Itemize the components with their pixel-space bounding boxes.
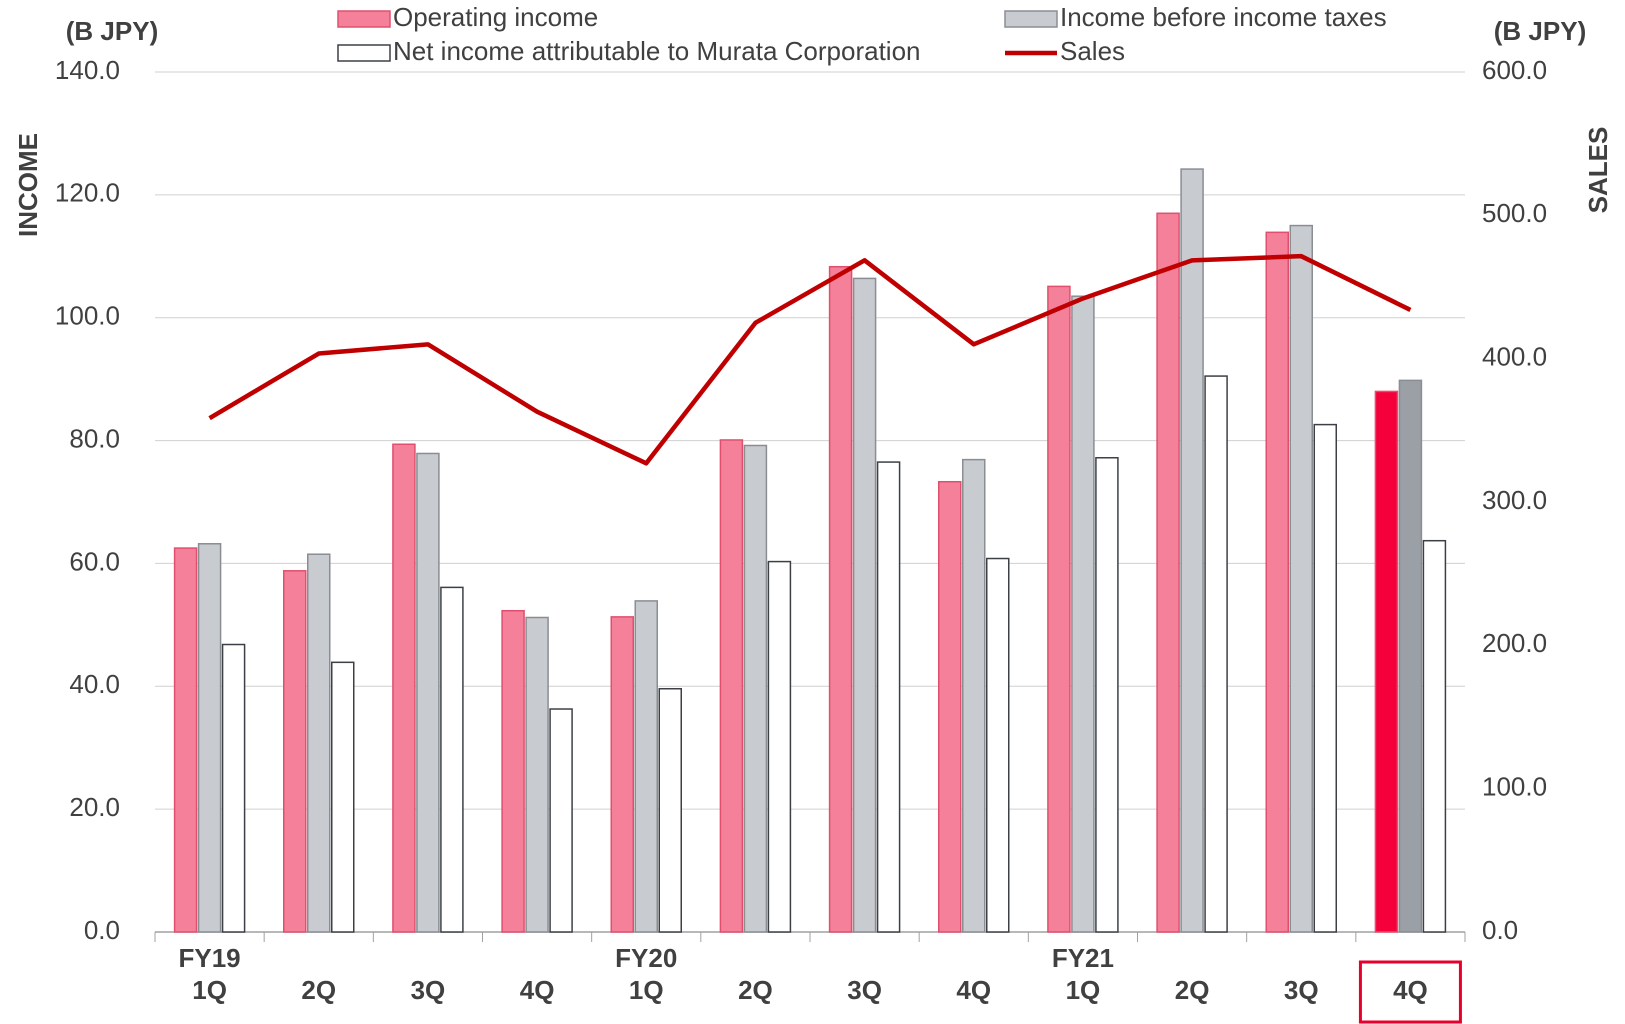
bar (1374, 390, 1399, 933)
bar (307, 553, 331, 933)
x-tick-label: 3Q (410, 975, 446, 1005)
bar (549, 708, 573, 933)
x-tick-label: 3Q (847, 975, 882, 1005)
y-tick-label: 0.0 (84, 915, 120, 945)
x-tick-label: FY20 1Q (615, 943, 678, 1005)
x-tick-label: 4Q (1393, 975, 1428, 1005)
bar (283, 570, 307, 933)
y2-tick-label: 500.0 (1482, 198, 1547, 228)
bar (1180, 168, 1204, 933)
legend-label: Sales (1060, 36, 1125, 66)
y2-axis-title: SALES (1583, 127, 1613, 214)
bar (1204, 375, 1228, 933)
bar (719, 439, 744, 933)
bar (610, 616, 634, 933)
y2-tick-label: 300.0 (1482, 485, 1547, 515)
bar (221, 643, 246, 933)
y-unit: (B JPY) (66, 16, 158, 46)
line (208, 253, 1412, 466)
bar (1156, 212, 1180, 933)
bar (173, 547, 198, 933)
x-tick-label: 2Q (301, 975, 337, 1005)
y2-unit: (B JPY) (1494, 16, 1586, 46)
legend-label: Net income attributable to Murata Corpor… (393, 36, 921, 66)
bar (416, 452, 440, 933)
y2-tick-label: 400.0 (1482, 342, 1547, 372)
bar (1047, 285, 1071, 933)
y-tick-label: 140.0 (55, 55, 120, 85)
x-tick-label: 2Q (738, 975, 773, 1005)
bar (852, 277, 877, 933)
bar (1422, 539, 1447, 933)
x-tick-label: 4Q (519, 975, 555, 1005)
bar (938, 480, 962, 933)
legend-swatch (1004, 10, 1058, 28)
x-tick-label: FY21 1Q (1051, 943, 1114, 1005)
y-tick-label: 80.0 (69, 423, 120, 453)
bar (986, 557, 1010, 933)
y2-tick-label: 0.0 (1482, 915, 1518, 945)
bar (392, 443, 416, 933)
bar (767, 560, 792, 933)
bar (876, 461, 901, 933)
bar (634, 600, 658, 933)
y2-tick-label: 600.0 (1482, 55, 1547, 85)
y2-tick-label: 100.0 (1482, 772, 1547, 802)
bar (525, 616, 549, 933)
bar (1095, 457, 1119, 933)
y-tick-label: 40.0 (69, 669, 120, 699)
bar (501, 609, 525, 933)
bar (440, 586, 464, 933)
y-tick-label: 120.0 (55, 178, 120, 208)
y-axis-title: INCOME (13, 133, 43, 237)
bar (743, 444, 768, 933)
y-tick-label: 20.0 (69, 792, 120, 822)
y-tick-label: 100.0 (55, 301, 120, 331)
y-tick-label: 60.0 (69, 546, 120, 576)
bar (1313, 423, 1337, 933)
legend-label: Income before income taxes (1060, 2, 1387, 32)
bar (1071, 295, 1095, 933)
legend-swatch (337, 44, 391, 62)
bar (331, 661, 355, 933)
x-tick-label: 2Q (1174, 975, 1210, 1005)
bar (1398, 379, 1423, 933)
bar (828, 265, 853, 933)
x-tick-label: 4Q (956, 975, 992, 1005)
legend-label: Operating income (393, 2, 598, 32)
bar (197, 543, 222, 933)
x-tick-label: FY19 1Q (178, 943, 241, 1005)
bar (1289, 224, 1313, 933)
x-tick-label: 3Q (1283, 975, 1319, 1005)
y2-tick-label: 200.0 (1482, 628, 1547, 658)
bar (658, 687, 682, 933)
bar (962, 458, 986, 933)
bar (1265, 231, 1289, 933)
legend-swatch (337, 10, 391, 28)
highlight-box (1358, 960, 1462, 1024)
